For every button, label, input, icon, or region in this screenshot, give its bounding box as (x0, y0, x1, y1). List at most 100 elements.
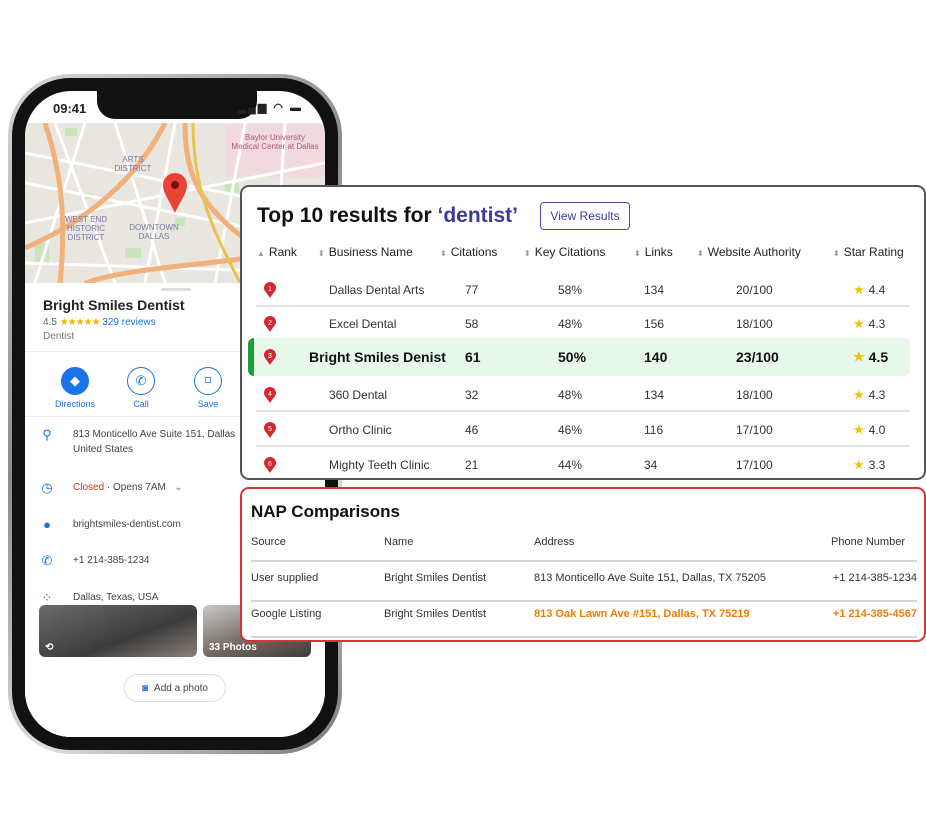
status-time: 09:41 (53, 101, 87, 116)
phone-row[interactable]: ✆ +1 214-385-1234 (39, 553, 150, 568)
column-header-website-authority[interactable]: ⬍ Website Authority (697, 245, 801, 259)
column-header-rank[interactable]: ▲ Rank (257, 245, 297, 259)
website-authority: 18/100 (736, 317, 773, 331)
star-rating-icon: ★★★★★ (59, 317, 101, 328)
table-row[interactable]: 4 360 Dental 32 48% 134 18/100 ★ 4.3 (248, 378, 910, 412)
svg-text:1: 1 (268, 286, 272, 293)
column-header-business-name[interactable]: ⬍ Business Name (318, 245, 413, 259)
nap-source: User supplied (251, 572, 319, 584)
drag-handle[interactable] (161, 288, 191, 291)
phone-notch (97, 91, 257, 119)
links: 134 (644, 388, 665, 402)
citations: 77 (465, 283, 479, 297)
phone-number[interactable]: +1 214-385-1234 (73, 555, 150, 566)
rank-pin-icon: 1 (264, 273, 276, 307)
star-icon: ★ (853, 316, 865, 331)
svg-text:6: 6 (268, 461, 272, 468)
rating-value: 4.5 (43, 317, 57, 328)
star-rating: 3.3 (868, 458, 886, 472)
website-row[interactable]: ● brightsmiles-dentist.com (39, 517, 181, 532)
sort-icon: ⬍ (697, 249, 704, 258)
business-name: Mighty Teeth Clinic (329, 458, 430, 472)
key-citations: 50% (558, 349, 587, 365)
key-citations: 44% (558, 458, 583, 472)
plus-code-row[interactable]: ⁘ Dallas, Texas, USA (39, 590, 159, 605)
bookmark-icon: ⌑ (194, 367, 222, 395)
links: 156 (644, 317, 665, 331)
place-rating: 4.5 ★★★★★ 329 reviews (43, 317, 156, 328)
location-pin-icon: ⚲ (42, 427, 52, 442)
nap-comparisons-card: NAP Comparisons Source Name Address Phon… (240, 487, 926, 642)
table-row[interactable]: 6 Mighty Teeth Clinic 21 44% 34 17/100 ★ 3.3 (248, 448, 910, 482)
citations: 46 (465, 423, 479, 437)
website-link[interactable]: brightsmiles-dentist.com (73, 519, 181, 530)
directions-button[interactable]: ◆ Directions (45, 367, 105, 409)
star-rating: 4.0 (868, 423, 886, 437)
key-citations: 48% (558, 388, 583, 402)
search-keyword: ‘dentist’ (437, 204, 518, 227)
nap-address: 813 Oak Lawn Ave #151, Dallas, TX 75219 (534, 608, 750, 620)
divider (251, 636, 917, 638)
column-header-star-rating[interactable]: ⬍ Star Rating (833, 245, 904, 259)
rank-pin-icon: 5 (264, 413, 276, 447)
chevron-down-icon[interactable]: ⌄ (174, 482, 183, 493)
add-photo-button[interactable]: ◙ Add a photo (124, 674, 226, 702)
hours-next: · Opens 7AM (104, 482, 166, 493)
svg-text:2: 2 (268, 320, 272, 327)
business-name: Bright Smiles Denist (309, 349, 446, 365)
table-row[interactable]: 5 Ortho Clinic 46 46% 116 17/100 ★ 4.0 (248, 413, 910, 447)
nap-address: 813 Monticello Ave Suite 151, Dallas, TX… (534, 572, 766, 584)
360-rotate-icon: ⟲ (45, 642, 54, 653)
sort-icon: ⬍ (440, 249, 447, 258)
plus-code-icon: ⁘ (41, 590, 53, 605)
divider (25, 351, 325, 352)
links: 116 (644, 423, 664, 437)
star-icon: ★ (853, 349, 865, 364)
divider (256, 410, 910, 412)
street-view-photo[interactable]: ⟲ (39, 605, 197, 657)
business-name: Dallas Dental Arts (329, 283, 425, 297)
table-row[interactable]: 2 Excel Dental 58 48% 156 18/100 ★ 4.3 (248, 307, 910, 341)
sort-icon: ⬍ (318, 249, 325, 258)
rank-pin-icon: 2 (264, 307, 276, 341)
column-header-links[interactable]: ⬍ Links (634, 245, 673, 259)
directions-icon: ◆ (61, 367, 89, 395)
place-name: Bright Smiles Dentist (43, 297, 185, 313)
map-label: WEST END HISTORIC DISTRICT (64, 215, 108, 242)
links: 140 (644, 349, 668, 365)
table-row[interactable]: 3 Bright Smiles Denist 61 50% 140 23/100 ★ 4.5 (248, 338, 910, 376)
column-header-citations[interactable]: ⬍ Citations (440, 245, 498, 259)
star-rating: 4.5 (868, 349, 889, 365)
call-label: Call (133, 399, 149, 409)
address-line2: United States (73, 444, 134, 455)
view-results-button[interactable]: View Results (540, 202, 630, 230)
website-authority: 20/100 (736, 283, 773, 297)
star-rating: 4.3 (868, 317, 886, 331)
nap-name: Bright Smiles Dentist (384, 572, 487, 584)
results-title: Top 10 results for ‘dentist’ (257, 204, 518, 227)
sort-icon: ⬍ (634, 249, 641, 258)
website-authority: 17/100 (736, 458, 773, 472)
column-header-key-citations[interactable]: ⬍ Key Citations (524, 245, 606, 259)
nap-phone: +1 214-385-4567 (832, 608, 917, 620)
nap-row: User supplied Bright Smiles Dentist 813 Mo… (251, 572, 917, 602)
citations: 61 (465, 349, 481, 365)
signal-wifi-battery-icon: ▂▄▆ ◠ ▬ (237, 102, 303, 114)
highlight-bar (248, 338, 254, 376)
nap-source: Google Listing (251, 608, 322, 620)
table-row[interactable]: 1 Dallas Dental Arts 77 58% 134 20/100 ★ 4.4 (248, 273, 910, 307)
address-row[interactable]: ⚲ 813 Monticello Ave Suite 151, Dallas Uni… (39, 427, 235, 457)
save-button[interactable]: ⌑ Save (178, 367, 238, 409)
place-category: Dentist (43, 331, 75, 342)
citations: 21 (465, 458, 479, 472)
star-icon: ★ (853, 387, 865, 402)
reviews-link[interactable]: 329 reviews (102, 317, 156, 328)
hours-status: Closed (73, 482, 105, 493)
star-icon: ★ (853, 422, 865, 437)
hours-row[interactable]: ◷ Closed · Opens 7AM ⌄ (39, 480, 183, 495)
phone-icon: ✆ (41, 553, 53, 568)
map-label: ARTS DISTRICT (114, 155, 152, 173)
nap-header-source: Source (251, 536, 286, 548)
divider (256, 445, 910, 447)
call-button[interactable]: ✆ Call (111, 367, 171, 409)
